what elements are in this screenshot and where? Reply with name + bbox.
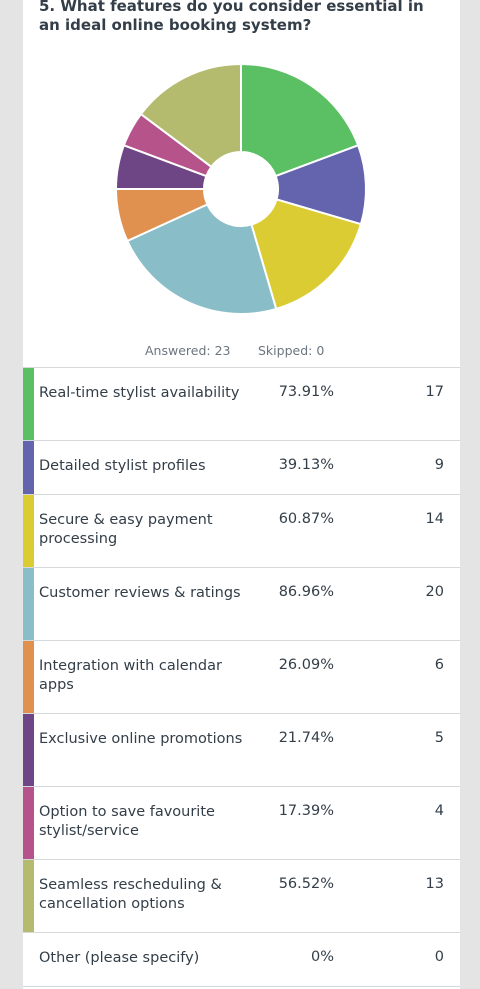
answer-count: 13 <box>425 876 444 892</box>
donut-slice <box>125 203 278 315</box>
color-swatch <box>23 714 34 786</box>
color-swatch <box>23 495 34 567</box>
answer-label: Integration with calendar apps <box>39 658 222 693</box>
answer-label: Real-time stylist availability <box>39 385 240 401</box>
answer-percent: 39.13% <box>278 457 334 473</box>
table-row: Secure & easy payment processing 60.87% 14 <box>23 494 460 567</box>
answer-label: Secure & easy payment processing <box>39 512 213 547</box>
response-stats: Answered: 23 Skipped: 0 <box>23 343 460 359</box>
answer-count: 4 <box>434 803 444 819</box>
answer-count: 17 <box>425 384 444 400</box>
answer-percent: 0% <box>310 949 334 965</box>
color-swatch <box>23 568 34 640</box>
answer-label: Customer reviews & ratings <box>39 585 241 601</box>
answer-count: 14 <box>425 511 444 527</box>
question-card: 5. What features do you consider essenti… <box>23 0 460 989</box>
color-swatch <box>23 860 34 932</box>
answer-count: 9 <box>434 457 444 473</box>
question-title: 5. What features do you consider essenti… <box>39 0 424 34</box>
answer-label: Seamless rescheduling & cancellation opt… <box>39 877 222 912</box>
answer-label: Exclusive online promotions <box>39 731 243 747</box>
table-row: Seamless rescheduling & cancellation opt… <box>23 859 460 932</box>
table-row: Detailed stylist profiles 39.13% 9 <box>23 440 460 494</box>
table-row: Option to save favourite stylist/service… <box>23 786 460 859</box>
color-swatch <box>23 787 34 859</box>
answer-table: Real-time stylist availability 73.91% 17 De… <box>23 367 460 987</box>
answer-percent: 56.52% <box>278 876 334 892</box>
color-swatch <box>23 641 34 713</box>
answered-count: Answered: 23 <box>145 343 231 358</box>
color-swatch <box>23 441 34 494</box>
donut-slice <box>240 62 360 178</box>
answer-count: 6 <box>434 657 444 673</box>
donut-slice <box>139 62 242 169</box>
answer-percent: 21.74% <box>278 730 334 746</box>
table-row: Exclusive online promotions 21.74% 5 <box>23 713 460 786</box>
answer-label: Other (please specify) <box>39 950 200 966</box>
answer-percent: 86.96% <box>278 584 334 600</box>
answer-percent: 60.87% <box>278 511 334 527</box>
donut-chart <box>114 62 367 315</box>
answer-label: Option to save favourite stylist/service <box>39 804 215 839</box>
answer-count: 5 <box>434 730 444 746</box>
answer-percent: 73.91% <box>278 384 334 400</box>
table-row: Other (please specify) 0% 0 <box>23 932 460 987</box>
answer-label: Detailed stylist profiles <box>39 458 206 474</box>
answer-count: 20 <box>425 584 444 600</box>
table-row: Customer reviews & ratings 86.96% 20 <box>23 567 460 640</box>
table-row: Integration with calendar apps 26.09% 6 <box>23 640 460 713</box>
answer-percent: 17.39% <box>278 803 334 819</box>
answer-percent: 26.09% <box>278 657 334 673</box>
table-row: Real-time stylist availability 73.91% 17 <box>23 367 460 440</box>
answer-count: 0 <box>434 949 444 965</box>
skipped-count: Skipped: 0 <box>258 343 325 358</box>
donut-slice <box>250 198 363 311</box>
color-swatch <box>23 368 34 440</box>
